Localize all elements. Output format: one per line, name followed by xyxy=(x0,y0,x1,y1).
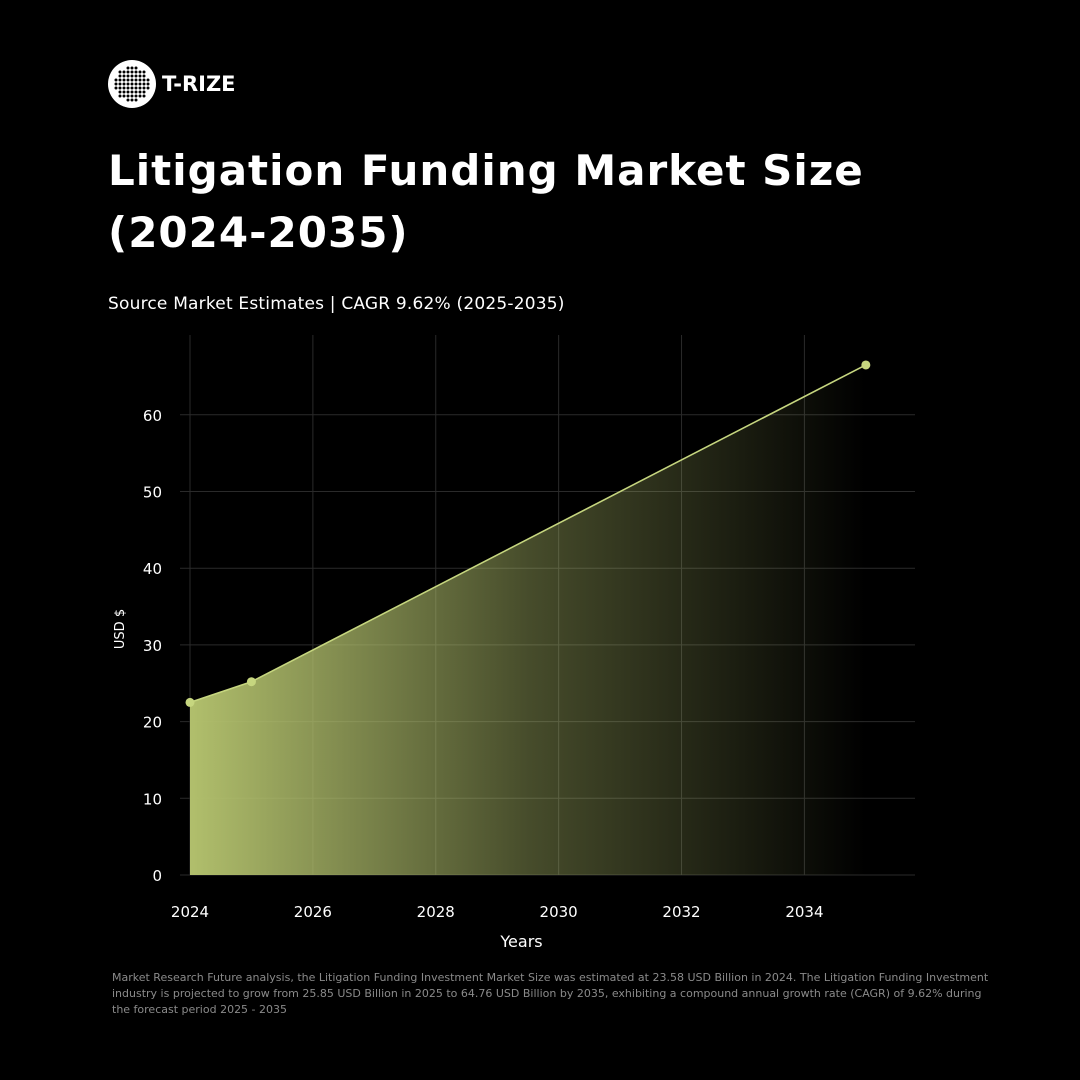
logo-dot xyxy=(146,86,150,90)
logo-dot xyxy=(130,82,134,86)
data-point xyxy=(861,360,871,370)
chart-subtitle: Source Market Estimates | CAGR 9.62% (20… xyxy=(108,294,565,314)
logo-dot xyxy=(138,90,142,94)
logo-dot xyxy=(130,66,134,70)
logo-dot xyxy=(130,78,134,82)
logo-dot xyxy=(126,78,130,82)
logo-dot xyxy=(146,78,150,82)
logo-dot xyxy=(138,86,142,90)
logo-dot xyxy=(114,78,118,82)
logo-dot xyxy=(118,74,122,78)
page-title-line-2: (2024-2035) xyxy=(108,208,409,257)
logo-dot xyxy=(126,90,130,94)
area-fill xyxy=(190,364,866,875)
logo-dot xyxy=(122,78,126,82)
logo-dot xyxy=(142,74,146,78)
x-tick-label: 2028 xyxy=(417,903,455,921)
data-point xyxy=(185,697,195,707)
y-axis-label: USD $ xyxy=(113,609,128,649)
logo-dot xyxy=(142,86,146,90)
x-tick-label: 2030 xyxy=(540,903,578,921)
y-tick-label: 10 xyxy=(143,790,162,808)
logo-dot xyxy=(130,86,134,90)
logo-dot xyxy=(118,86,122,90)
logo-dot xyxy=(118,82,122,86)
logo-dot xyxy=(142,94,146,98)
logo-dot xyxy=(142,70,146,74)
logo-dot xyxy=(130,74,134,78)
logo-dot xyxy=(138,78,142,82)
logo-dot xyxy=(138,82,142,86)
logo-dot xyxy=(122,70,126,74)
logo-dot xyxy=(130,98,134,102)
y-tick-label: 20 xyxy=(143,714,162,732)
logo-dot xyxy=(122,90,126,94)
logo-dot xyxy=(126,82,130,86)
footnote-source-text: Market Research Future analysis, the Lit… xyxy=(112,971,989,1016)
logo-dot xyxy=(142,78,146,82)
y-tick-label: 60 xyxy=(143,407,162,425)
logo-dot xyxy=(134,90,138,94)
logo-dot xyxy=(130,90,134,94)
logo-dot xyxy=(126,70,130,74)
logo-dot xyxy=(114,86,118,90)
logo-dot xyxy=(126,94,130,98)
x-tick-label: 2024 xyxy=(171,903,209,921)
logo-dot xyxy=(122,82,126,86)
logo-dot xyxy=(134,94,138,98)
y-tick-label: 0 xyxy=(152,867,162,885)
x-tick-label: 2026 xyxy=(294,903,332,921)
logo-dot xyxy=(138,70,142,74)
logo-dot xyxy=(130,94,134,98)
logo-dot xyxy=(134,98,138,102)
logo-dot xyxy=(138,94,142,98)
logo-dot xyxy=(138,74,142,78)
logo-dot xyxy=(142,82,146,86)
y-tick-label: 40 xyxy=(143,560,162,578)
logo-dot xyxy=(118,94,122,98)
logo-dot xyxy=(118,90,122,94)
logo-dot xyxy=(126,98,130,102)
logo-dot xyxy=(134,82,138,86)
logo-dot xyxy=(134,74,138,78)
logo-dot xyxy=(142,90,146,94)
logo-dot xyxy=(122,86,126,90)
x-axis-label: Years xyxy=(499,932,542,951)
y-tick-label: 30 xyxy=(143,637,162,655)
logo-dot xyxy=(134,70,138,74)
logo-dot xyxy=(130,70,134,74)
page-title: Litigation Funding Market Size (2024-203… xyxy=(108,140,1008,264)
logo-dot xyxy=(118,70,122,74)
brand-header: T-RIZE xyxy=(108,60,236,108)
logo-dot xyxy=(126,86,130,90)
x-tick-label: 2032 xyxy=(662,903,700,921)
logo-dot xyxy=(118,78,122,82)
data-point xyxy=(246,677,256,687)
logo-dot xyxy=(122,74,126,78)
y-tick-label: 50 xyxy=(143,484,162,502)
logo-dot xyxy=(134,86,138,90)
logo-dot xyxy=(126,74,130,78)
logo-dot xyxy=(122,94,126,98)
dotted-globe-logo-icon xyxy=(108,60,156,108)
page-title-line-1: Litigation Funding Market Size xyxy=(108,146,864,195)
logo-dot xyxy=(134,78,138,82)
logo-dot xyxy=(134,66,138,70)
x-tick-label: 2034 xyxy=(785,903,823,921)
brand-name: T-RIZE xyxy=(162,72,236,96)
logo-dot xyxy=(146,82,150,86)
logo-dot xyxy=(126,66,130,70)
logo-dot xyxy=(114,82,118,86)
